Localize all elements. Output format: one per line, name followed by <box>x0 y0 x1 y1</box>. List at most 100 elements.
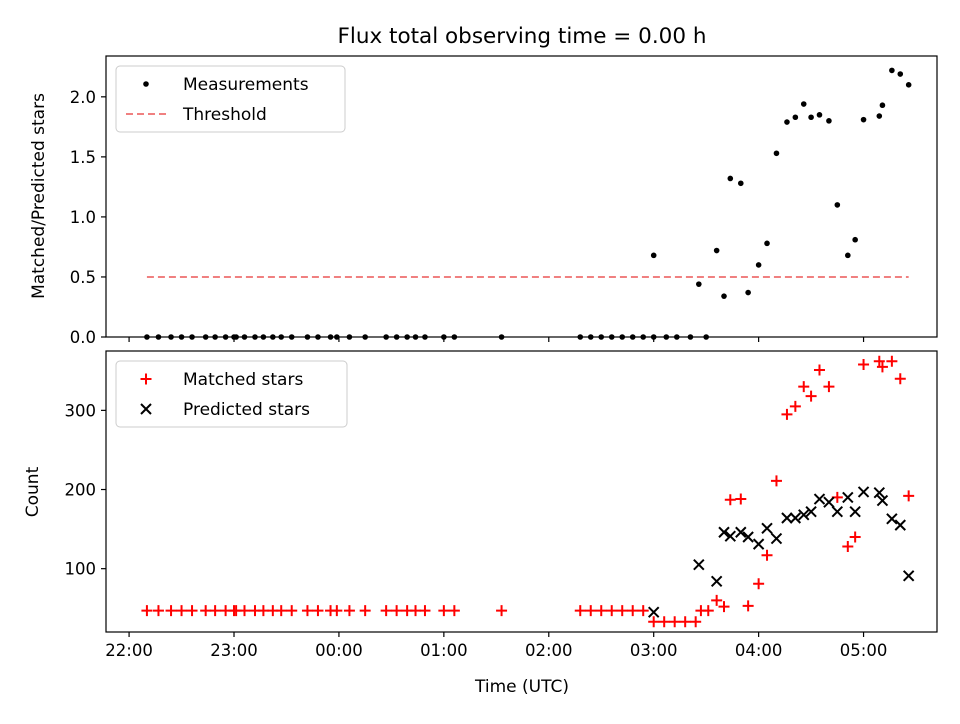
matched-star-point <box>257 605 269 617</box>
measurement-point <box>879 102 886 109</box>
matched-star-point <box>574 605 586 617</box>
predicted-star-point <box>876 494 889 507</box>
measurement-point <box>422 334 428 340</box>
matched-star-point <box>616 605 628 617</box>
measurement-point <box>876 113 883 119</box>
matched-star-point <box>152 605 164 617</box>
legend-label: Threshold <box>182 105 267 125</box>
matched-star-point <box>823 381 835 393</box>
measurement-point <box>278 334 285 340</box>
predicted-star-point <box>752 538 765 550</box>
x-tick-label: 00:00 <box>315 641 363 660</box>
predicted-star-point <box>789 512 802 524</box>
matched-star-point <box>648 616 660 628</box>
measurement-point <box>412 334 419 340</box>
measurement-point <box>451 334 458 340</box>
measurement-point <box>745 289 751 296</box>
legend-label: Matched stars <box>183 370 303 390</box>
measurement-point <box>441 334 447 340</box>
measurement-point <box>764 240 770 247</box>
predicted-star-point <box>647 606 660 618</box>
measurement-point <box>393 334 400 340</box>
matched-star-point <box>813 364 825 376</box>
x-axis-label: Time (UTC) <box>474 677 569 697</box>
measurement-point <box>845 252 851 259</box>
matched-star-point <box>275 605 287 617</box>
x-tick-label: 04:00 <box>735 641 783 660</box>
matched-star-point <box>873 355 885 367</box>
matched-star-point <box>141 605 153 617</box>
predicted-star-point <box>813 493 826 505</box>
ratio-y-tick-label: 2.0 <box>70 88 96 107</box>
measurement-point <box>178 334 185 340</box>
legend-x-icon <box>140 403 152 415</box>
matched-star-point <box>606 605 618 617</box>
measurement-point <box>852 236 858 243</box>
predicted-star-point <box>710 575 723 588</box>
ratio-y-axis-label: Matched/Predicted stars <box>29 93 49 299</box>
matched-star-point <box>798 381 810 393</box>
matched-star-point <box>331 605 343 617</box>
predicted-star-point <box>857 486 870 498</box>
x-tick-label: 05:00 <box>840 641 888 660</box>
measurement-point <box>577 334 584 340</box>
ratio-y-tick-label: 1.5 <box>70 148 96 167</box>
ratio-y-tick-label: 0.0 <box>70 328 96 347</box>
measurement-point <box>721 293 727 299</box>
matched-star-point <box>286 605 298 617</box>
matched-star-point <box>410 605 422 617</box>
legend-dot-icon <box>143 81 149 87</box>
measurement-point <box>629 334 636 340</box>
predicted-star-point <box>842 491 854 504</box>
measurement-point <box>608 334 615 340</box>
matched-star-point <box>742 600 754 612</box>
measurement-point <box>241 334 248 340</box>
measurement-point <box>327 334 334 340</box>
measurement-point <box>619 334 626 340</box>
measurement-point <box>233 334 239 340</box>
matched-star-point <box>690 616 702 628</box>
legend-plus-icon <box>140 373 152 385</box>
matched-star-point <box>679 616 691 628</box>
ratio-legend: Measurements Threshold <box>115 65 346 133</box>
matched-star-point <box>805 390 817 402</box>
matched-star-point <box>735 493 747 505</box>
measurement-point <box>663 334 670 340</box>
count-y-axis-label: Count <box>23 466 43 517</box>
matched-star-point <box>711 594 723 606</box>
matched-star-point <box>419 605 431 617</box>
predicted-star-point <box>724 530 737 542</box>
predicted-star-point <box>735 526 747 538</box>
measurement-point <box>168 334 174 340</box>
matched-star-point <box>724 494 736 506</box>
measurement-point <box>252 334 258 340</box>
measurement-point <box>755 262 762 268</box>
measurement-point <box>315 334 321 340</box>
measurement-point <box>792 114 799 121</box>
count-series-predicted-stars <box>647 486 915 618</box>
x-tick-label: 23:00 <box>210 641 258 660</box>
measurement-point <box>260 334 267 340</box>
x-tick-label: 03:00 <box>630 641 678 660</box>
x-tick-label: 01:00 <box>420 641 468 660</box>
measurement-point <box>713 247 720 254</box>
matched-star-point <box>312 605 324 617</box>
measurement-point <box>189 334 195 340</box>
measurement-point <box>270 334 276 340</box>
legend-label: Predicted stars <box>183 400 310 420</box>
measurement-point <box>587 334 594 340</box>
measurement-point <box>334 334 340 340</box>
x-tick-label: 02:00 <box>525 641 573 660</box>
matched-star-point <box>894 373 906 385</box>
matched-star-point <box>209 605 221 617</box>
matched-star-point <box>165 605 177 617</box>
matched-star-point <box>781 408 793 420</box>
count-legend-box <box>115 360 348 428</box>
matched-star-point <box>391 605 403 617</box>
count-y-tick-label: 300 <box>65 401 97 420</box>
measurement-point <box>598 334 605 340</box>
matched-star-point <box>627 605 639 617</box>
matched-star-point <box>886 355 898 367</box>
measurement-point <box>784 119 790 125</box>
